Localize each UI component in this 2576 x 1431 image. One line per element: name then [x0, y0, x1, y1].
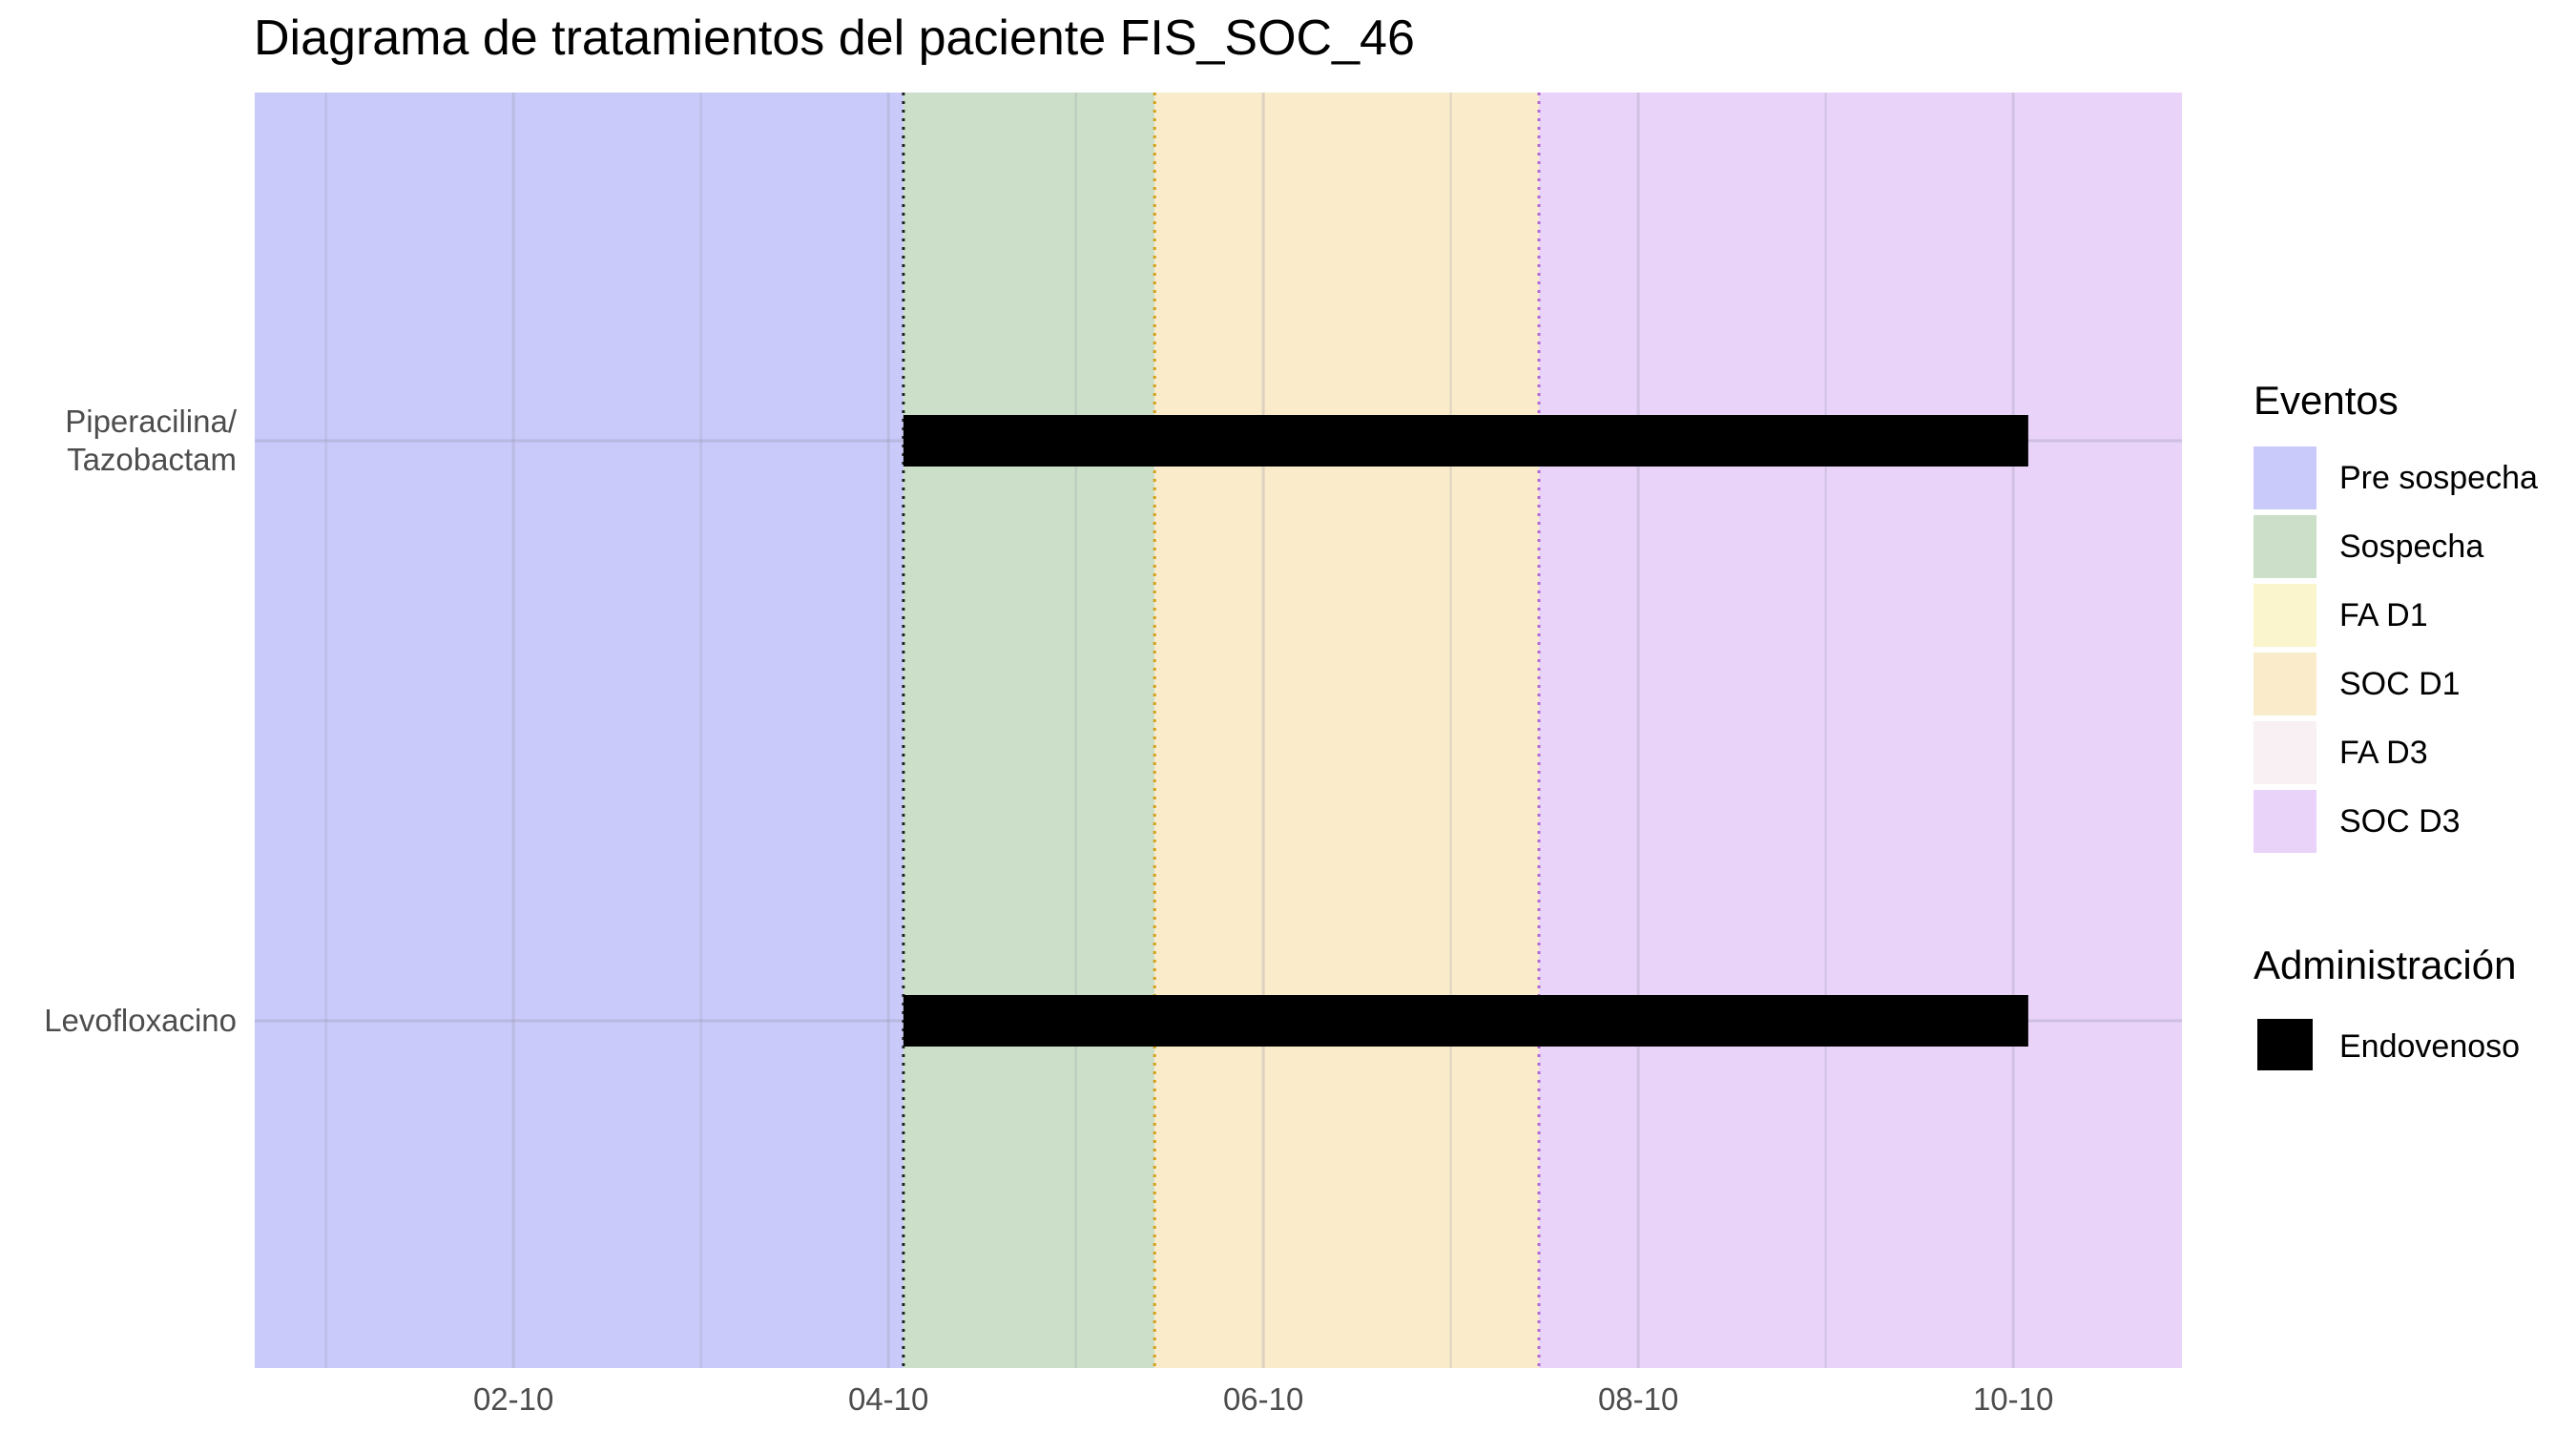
legend-swatch: [2254, 721, 2316, 784]
y-tick-label-piperacilina: Piperacilina/ Tazobactam: [65, 403, 237, 479]
event-period-sospecha: [903, 93, 1155, 1368]
legend-label: Endovenoso: [2339, 1028, 2521, 1065]
y-tick-line: Tazobactam: [67, 442, 237, 477]
x-tick-label: 10-10: [1972, 1381, 2054, 1417]
chart-title: Diagrama de tratamientos del paciente FI…: [254, 10, 1415, 66]
legend-label: SOC D1: [2339, 666, 2461, 702]
legend-title-eventos: Eventos: [2254, 378, 2399, 423]
event-period-pre-sospecha: [255, 93, 904, 1368]
y-tick-line: Levofloxacino: [44, 1003, 237, 1038]
legend-label: SOC D3: [2339, 803, 2461, 840]
legend-swatch: [2254, 653, 2316, 716]
x-tick-label: 08-10: [1597, 1381, 1679, 1417]
y-tick-label-levofloxacino: Levofloxacino: [44, 1002, 237, 1040]
treatment-bars: [903, 415, 2028, 1047]
legend-swatch: [2257, 1019, 2313, 1070]
event-period-soc-d3: [1539, 93, 2182, 1368]
legend-label: FA D3: [2339, 735, 2428, 771]
legend-label: FA D1: [2339, 597, 2428, 633]
event-period-backgrounds: [255, 93, 2182, 1368]
legend-swatch: [2254, 584, 2316, 647]
legend-label: Sospecha: [2339, 529, 2484, 565]
x-tick-label: 04-10: [847, 1381, 929, 1417]
legend-swatch: [2254, 515, 2316, 578]
legend-label: Pre sospecha: [2339, 460, 2538, 496]
x-tick-label: 02-10: [472, 1381, 554, 1417]
event-markers: [902, 93, 1541, 1368]
treatment-bar: [903, 995, 2028, 1047]
event-period-soc-d1: [1154, 93, 1540, 1368]
legend-swatch: [2254, 790, 2316, 853]
legend-swatch: [2254, 446, 2316, 509]
legend-title-administracion: Administración: [2254, 943, 2517, 987]
x-tick-label: 06-10: [1222, 1381, 1304, 1417]
y-tick-line: Piperacilina/: [65, 404, 237, 439]
treatment-bar: [903, 415, 2028, 467]
